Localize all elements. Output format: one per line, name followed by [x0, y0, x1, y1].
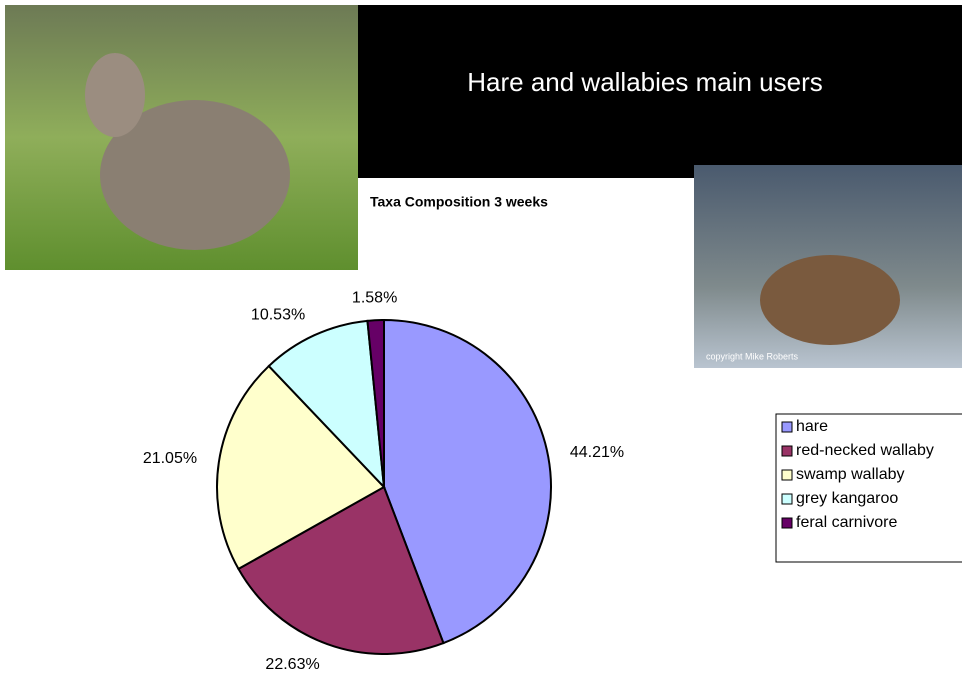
legend-label: red-necked wallaby — [796, 442, 934, 459]
data-label: 21.05% — [143, 450, 197, 467]
legend — [776, 414, 962, 562]
photo-credit: copyright Mike Roberts — [706, 351, 799, 361]
legend-label: feral carnivore — [796, 514, 897, 531]
data-label: 1.58% — [352, 289, 397, 306]
legend-swatch — [782, 518, 792, 528]
legend-swatch — [782, 422, 792, 432]
legend-label: hare — [796, 418, 828, 435]
legend-swatch — [782, 446, 792, 456]
legend-label: swamp wallaby — [796, 466, 904, 483]
data-label: 10.53% — [251, 306, 305, 323]
slide: Hare and wallabies main users copyright … — [0, 0, 962, 675]
legend-label: grey kangaroo — [796, 490, 898, 507]
legend-swatch — [782, 494, 792, 504]
slide-title: Hare and wallabies main users — [467, 67, 823, 97]
chart-title: Taxa Composition 3 weeks — [370, 194, 548, 210]
wallaby-head — [85, 53, 145, 137]
data-label: 22.63% — [265, 656, 319, 673]
data-label: 44.21% — [570, 444, 624, 461]
legend-swatch — [782, 470, 792, 480]
hare-shape — [760, 255, 900, 345]
